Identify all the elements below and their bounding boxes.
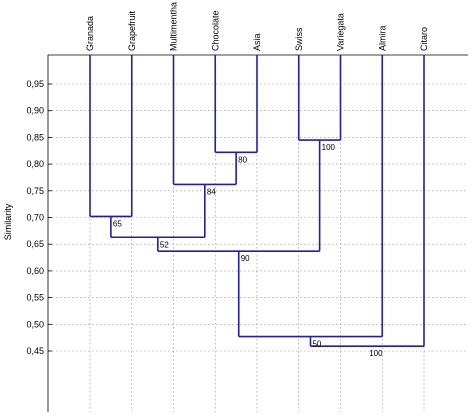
- gridlines: [47, 54, 468, 412]
- bootstrap-label: 52: [160, 240, 169, 249]
- y-tick-label: 0,60: [26, 266, 44, 276]
- dendrogram-tree: [89, 55, 425, 347]
- leaf-label: Almira: [377, 25, 387, 51]
- leaf-label: Asia: [252, 33, 262, 51]
- y-tick-label: 0,80: [26, 159, 44, 169]
- y-tick-label: 0,90: [26, 106, 44, 116]
- bootstrap-label: 80: [238, 155, 247, 164]
- y-tick-label: 0,45: [26, 346, 44, 356]
- y-tick-label: 0,85: [26, 132, 44, 142]
- bootstrap-label: 100: [369, 349, 383, 358]
- leaf-label: Swiss: [294, 27, 304, 51]
- y-tick-label: 0,55: [26, 293, 44, 303]
- leaf-label: Variegata: [336, 13, 346, 51]
- y-axis-label: Similarity: [3, 203, 13, 240]
- labels: 0,45 0,50 0,55 0,60 0,65 0,70 0,75 0,80 0,85 0,90…: [26, 2, 429, 358]
- bootstrap-label: 100: [322, 143, 336, 152]
- bootstrap-label: 84: [207, 187, 216, 196]
- leaf-label: Multimentha: [169, 2, 179, 51]
- bootstrap-label: 50: [312, 340, 321, 349]
- bootstrap-label: 65: [113, 219, 122, 228]
- y-tick-label: 0,50: [26, 319, 44, 329]
- leaf-label: Grapefruit: [127, 10, 137, 51]
- leaf-label: Granada: [85, 16, 95, 51]
- bootstrap-label: 90: [241, 254, 250, 263]
- leaf-label: Chocolate: [210, 10, 220, 51]
- leaf-label: Citaro: [419, 27, 429, 51]
- y-tick-label: 0,75: [26, 186, 44, 196]
- y-tick-label: 0,65: [26, 239, 44, 249]
- y-tick-label: 0,95: [26, 79, 44, 89]
- y-tick-label: 0,70: [26, 213, 44, 223]
